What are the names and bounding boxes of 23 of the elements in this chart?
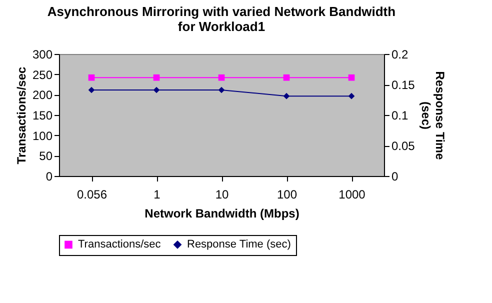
legend-label: Transactions/sec <box>78 238 162 251</box>
y2-tick-label: 0 <box>392 170 398 184</box>
x-tick-label: 10 <box>215 188 229 202</box>
x-tick-label: 100 <box>276 188 298 202</box>
y-tick-label: 150 <box>32 108 53 122</box>
chart-title: Asynchronous Mirroring with varied Network Bandwidth for Workload1 <box>47 4 396 34</box>
y-tick-label: 100 <box>32 128 53 143</box>
y-tick-label: 200 <box>32 88 53 102</box>
x-tick-label: 1 <box>154 188 161 202</box>
x-tick-label: 0.056 <box>76 188 108 202</box>
y-tick-label: 300 <box>32 48 53 62</box>
y-tick-label: 0 <box>46 170 53 184</box>
y-axis-title: Transactions/sec <box>14 66 28 164</box>
y2-tick-label: 0.15 <box>392 78 416 92</box>
x-tick-label: 1000 <box>338 188 366 202</box>
y2-tick-label: 0.1 <box>392 108 409 122</box>
y2-tick-label: 0.05 <box>392 139 416 153</box>
y-tick-label: 50 <box>39 149 53 164</box>
y2-axis-title: Response Time (sec) <box>418 71 447 160</box>
y2-tick-label: 0.2 <box>392 48 409 62</box>
y-tick-label: 250 <box>32 68 53 82</box>
x-axis-title: Network Bandwidth (Mbps) <box>144 206 300 220</box>
legend-label: Response Time (sec) <box>187 238 291 251</box>
